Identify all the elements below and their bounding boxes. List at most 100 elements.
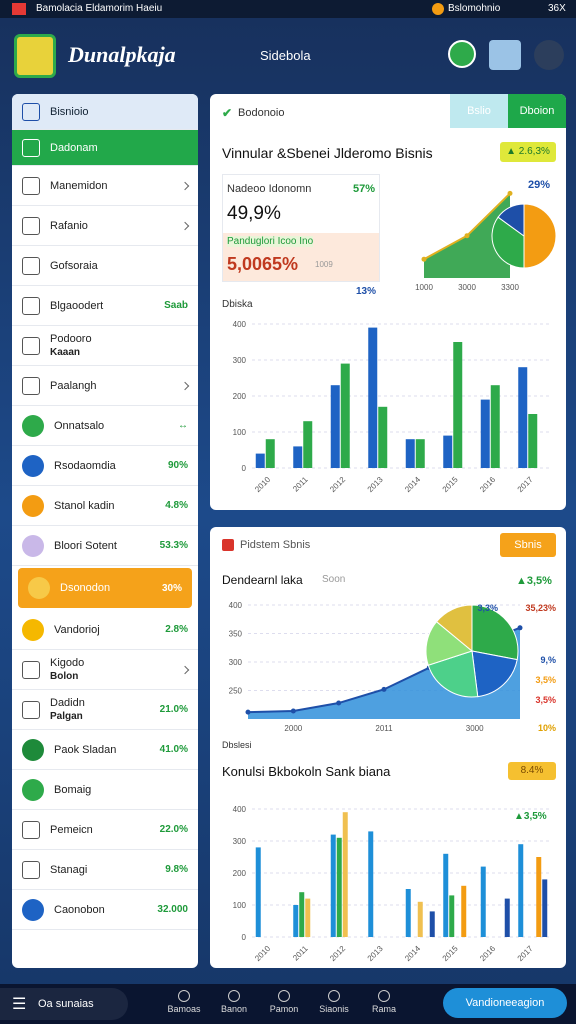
menu-item[interactable]: Stanol kadin 4.8% bbox=[12, 486, 198, 526]
avatar[interactable] bbox=[489, 40, 521, 70]
nav-item[interactable]: Banon bbox=[210, 990, 258, 1014]
item-label: Paalangh bbox=[50, 379, 97, 392]
menu-item[interactable]: Paalangh bbox=[12, 366, 198, 406]
tab[interactable]: Dboion bbox=[508, 94, 566, 128]
menu-item[interactable]: Bomaig bbox=[12, 770, 198, 810]
nav-item[interactable]: Bamoas bbox=[160, 990, 208, 1014]
item-text: Dadonam bbox=[50, 141, 188, 155]
menu-item[interactable]: Dadidn Palgan 21.0% bbox=[12, 690, 198, 730]
item-label: Bisnioio bbox=[50, 105, 89, 118]
nav-item[interactable]: Rama bbox=[360, 990, 408, 1014]
menu-icon: ☰ bbox=[12, 996, 27, 1013]
sidebar: Bisnioio Dadonam Manemidon Rafanio Gofsoraia… bbox=[12, 94, 198, 968]
y-tick-label: 100 bbox=[233, 428, 247, 437]
annotation: 9,% bbox=[540, 655, 556, 665]
menu-item[interactable]: Rafanio bbox=[12, 206, 198, 246]
header-center: Sidebola bbox=[260, 48, 311, 63]
item-value: 32.000 bbox=[157, 904, 188, 915]
y-tick-label: 200 bbox=[233, 869, 247, 878]
panel-title: Bodonoio bbox=[238, 107, 285, 119]
nav-label: Siaonis bbox=[319, 1004, 349, 1014]
menu-item[interactable]: Dadonam bbox=[12, 130, 198, 166]
nav-icon bbox=[378, 990, 390, 1002]
menu-item[interactable]: Vandorioj 2.8% bbox=[12, 610, 198, 650]
nav-item[interactable]: Pamon bbox=[260, 990, 308, 1014]
kpi-note: 13% bbox=[356, 286, 377, 297]
menu-item[interactable]: Rsodaomdia 90% bbox=[12, 446, 198, 486]
item-text: Caonobon bbox=[54, 903, 157, 917]
menu-item[interactable]: Stanagi 9.8% bbox=[12, 850, 198, 890]
bar bbox=[490, 385, 500, 468]
bar bbox=[449, 895, 455, 937]
menu[interactable]: ☰ Oa sunaias bbox=[0, 988, 128, 1020]
bar bbox=[415, 439, 425, 468]
status-button[interactable] bbox=[448, 40, 476, 68]
menu-item[interactable]: Blgaoodert Saab bbox=[12, 286, 198, 326]
menu-item[interactable]: Caonobon 32.000 bbox=[12, 890, 198, 930]
item-label: Paok Sladan bbox=[54, 743, 117, 756]
x-tick-label: 2015 bbox=[441, 475, 460, 494]
annotation: 3,3% bbox=[477, 603, 498, 613]
chart-label: Dbiska bbox=[222, 299, 253, 310]
x-tick-label: 2013 bbox=[366, 475, 385, 494]
y-tick-label: 300 bbox=[229, 658, 243, 667]
item-icon bbox=[22, 176, 40, 195]
menu-item[interactable]: Bloori Sotent 53.3% bbox=[12, 526, 198, 566]
menu-item[interactable]: Onnatsalo ↔ bbox=[12, 406, 198, 446]
annotation: 3,5% bbox=[535, 675, 556, 685]
item-value: 90% bbox=[167, 460, 188, 471]
menu-item[interactable]: Kigodo Bolon bbox=[12, 650, 198, 690]
item-icon bbox=[22, 660, 40, 679]
item-icon bbox=[22, 820, 40, 839]
logo[interactable] bbox=[14, 34, 56, 78]
menu-item[interactable]: Dsonodon 30% bbox=[18, 568, 192, 608]
menu-item[interactable]: Pemeicn 22.0% bbox=[12, 810, 198, 850]
menu-item[interactable]: Gofsoraia bbox=[12, 246, 198, 286]
bar bbox=[443, 853, 449, 937]
y-tick-label: 100 bbox=[233, 901, 247, 910]
item-value: 22.0% bbox=[159, 824, 188, 835]
bar bbox=[255, 453, 265, 468]
item-text: Paok Sladan bbox=[54, 743, 160, 757]
point bbox=[336, 700, 342, 706]
y-tick-label: 300 bbox=[233, 837, 247, 846]
action-button[interactable]: Vandioneeagion bbox=[443, 988, 567, 1018]
chart-subtitle: Soon bbox=[322, 574, 346, 585]
bar bbox=[518, 844, 524, 937]
tab[interactable]: Bslio bbox=[450, 94, 508, 128]
chevron bbox=[180, 665, 190, 674]
nav-label: Bamoas bbox=[167, 1004, 201, 1014]
item-value: Saab bbox=[164, 300, 188, 311]
point bbox=[464, 233, 470, 239]
item-icon bbox=[28, 577, 50, 599]
x-tick-label: 2010 bbox=[253, 944, 272, 963]
item-icon bbox=[22, 454, 44, 477]
bar bbox=[368, 327, 378, 468]
pie-label: 29% bbox=[528, 179, 550, 191]
menu-item[interactable]: Paok Sladan 41.0% bbox=[12, 730, 198, 770]
item-text: Kigodo Bolon bbox=[50, 656, 182, 684]
item-text: Bisnioio bbox=[50, 105, 188, 119]
item-icon bbox=[22, 336, 40, 355]
item-icon bbox=[22, 414, 44, 437]
pie-slice bbox=[425, 620, 474, 666]
x-tick-label: 2012 bbox=[328, 944, 347, 963]
menu-item[interactable]: Podooro Kaaan bbox=[12, 326, 198, 366]
menu-button[interactable] bbox=[534, 40, 564, 70]
x-tick-label: 2010 bbox=[253, 475, 272, 494]
x-tick-label: 2016 bbox=[478, 944, 497, 963]
bar bbox=[453, 342, 463, 468]
item-value: 41.0% bbox=[159, 744, 188, 755]
bar bbox=[480, 399, 490, 468]
kpi-box: Nadeoo Idonomn 57% 49,9% Panduglori Icoo… bbox=[222, 174, 380, 282]
menu-item[interactable]: Bisnioio bbox=[12, 94, 198, 130]
item-value: 53.3% bbox=[159, 540, 188, 551]
button[interactable]: Sbnis bbox=[500, 533, 556, 557]
panel: Pidstem Sbnis Sbnis Dendearnl laka Soon … bbox=[210, 527, 566, 968]
header: Dunalpkaja Sidebola bbox=[0, 18, 576, 90]
menu-item[interactable]: Manemidon bbox=[12, 166, 198, 206]
nav-item[interactable]: Siaonis bbox=[310, 990, 358, 1014]
nav-label: Banon bbox=[220, 1004, 248, 1014]
item-label: Stanol kadin bbox=[54, 499, 115, 512]
bar-chart: 0 100 200 300 400 2010 2011 2012 2013 2014 2015 201… bbox=[233, 805, 552, 963]
